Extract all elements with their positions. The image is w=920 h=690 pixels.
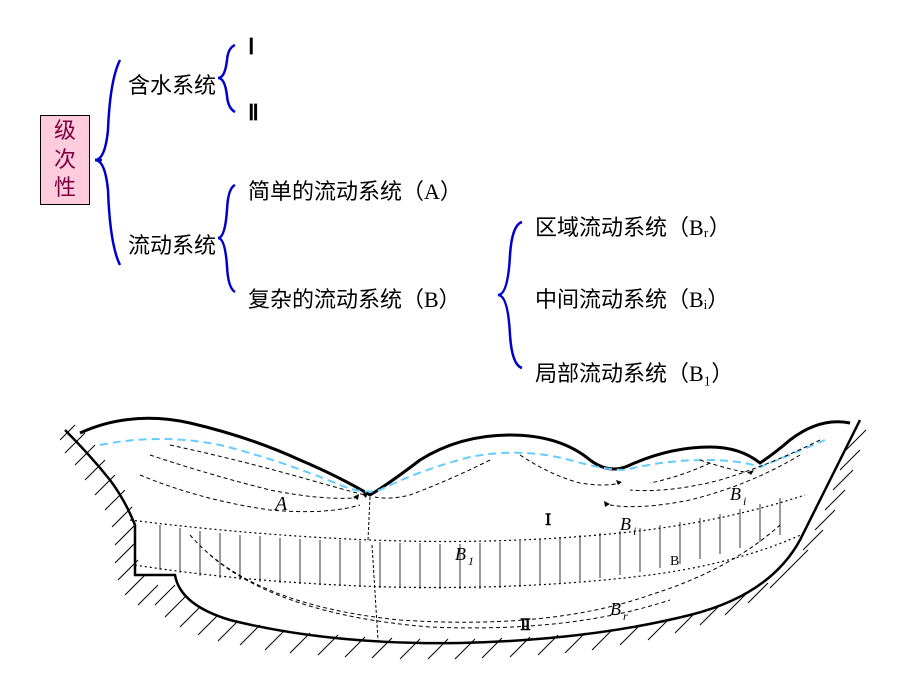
flow-regional-label: 区域流动系统（Bᵣ） [535,210,731,242]
root-char-1: 级 [54,117,76,146]
branch-aquifer-label: 含水系统 [128,68,216,100]
flow-complex-label: 复杂的流动系统（B） [248,282,461,314]
branch-flow-label: 流动系统 [128,228,216,260]
flow-simple-label: 简单的流动系统（A） [248,174,462,206]
aquifer-item-1: Ⅰ [248,34,255,60]
diagram-label-II: Ⅱ [520,617,531,634]
root-char-2: 次 [54,146,76,175]
svg-text:i: i [743,494,746,508]
flow-intermediate-label: 中间流动系统（Bᵢ） [535,282,729,314]
diagram-label-B1: B [455,544,466,564]
flow-local-label: 局部流动系统（B₁） [535,356,733,388]
diagram-label-Bi2: B [730,484,741,504]
root-char-3: 性 [54,174,76,203]
svg-text:r: r [623,609,628,623]
diagram-label-A: A [273,493,288,515]
cross-section-diagram: A B 1 B i B i B r Ⅰ Ⅱ B [50,405,870,670]
aquifer-item-2: Ⅱ [248,100,259,126]
diagram-label-B: B [670,554,679,569]
svg-text:i: i [633,524,636,538]
svg-text:1: 1 [468,554,474,568]
diagram-label-Br: B [610,599,621,619]
diagram-label-I: Ⅰ [545,512,551,529]
diagram-label-Bi: B [620,514,631,534]
root-hierarchy-box: 级 次 性 [40,115,90,205]
